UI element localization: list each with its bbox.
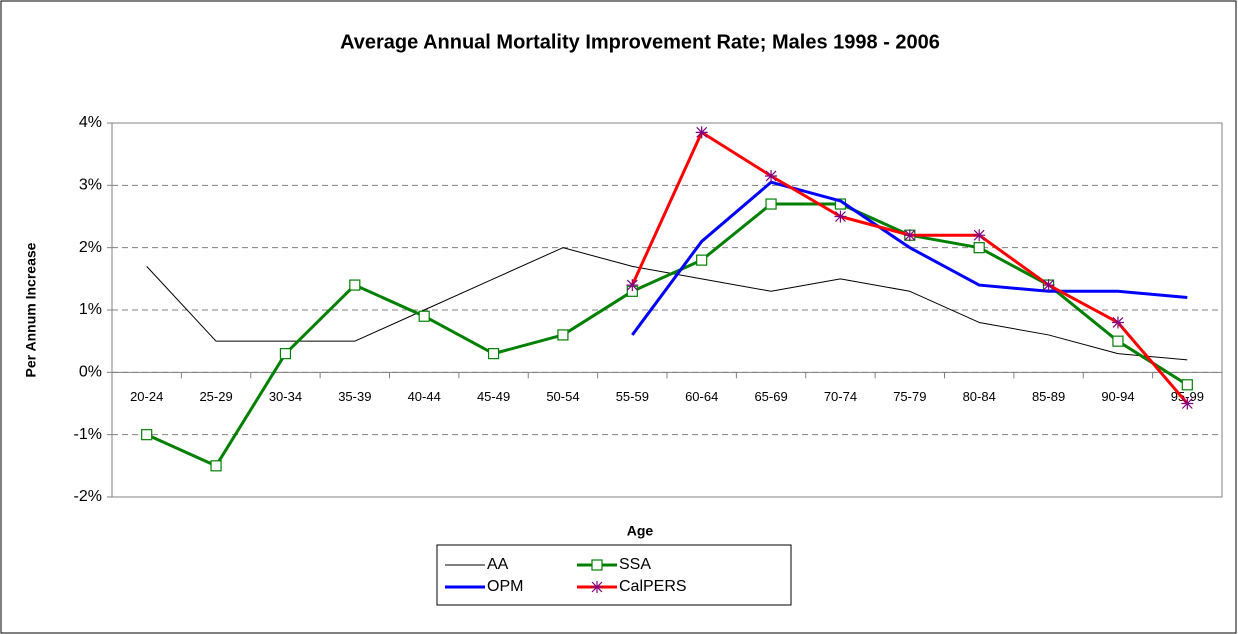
- series-line: [146, 247, 1188, 361]
- marker: [1111, 316, 1124, 329]
- marker: [1112, 335, 1124, 347]
- x-tick-label: 30-34: [269, 389, 302, 404]
- chart-title: Average Annual Mortality Improvement Rat…: [340, 31, 940, 53]
- x-tick-label: 60-64: [685, 389, 718, 404]
- x-tick-label: 40-44: [408, 389, 441, 404]
- y-tick-label: -1%: [74, 426, 102, 443]
- marker: [591, 559, 603, 571]
- series-line: [631, 180, 1188, 336]
- x-tick-label: 55-59: [616, 389, 649, 404]
- marker: [765, 169, 778, 182]
- marker: [903, 229, 916, 242]
- legend-label: AA: [487, 556, 509, 573]
- legend-label: SSA: [619, 556, 651, 573]
- marker: [973, 229, 986, 242]
- marker: [141, 429, 153, 441]
- y-axis-label: Per Annum Increase: [23, 242, 39, 377]
- x-tick-label: 20-24: [130, 389, 163, 404]
- x-tick-label: 70-74: [824, 389, 857, 404]
- marker: [210, 460, 222, 472]
- legend-label: CalPERS: [619, 578, 687, 595]
- marker: [626, 279, 639, 292]
- marker: [696, 254, 708, 266]
- marker: [279, 348, 292, 360]
- marker: [1181, 379, 1193, 391]
- x-tick-label: 75-79: [893, 389, 926, 404]
- series-line: [146, 202, 1189, 468]
- marker: [591, 581, 603, 593]
- marker: [1042, 279, 1055, 292]
- marker: [418, 310, 430, 322]
- marker: [487, 348, 500, 360]
- y-tick-label: 0%: [79, 364, 102, 381]
- x-tick-label: 85-89: [1032, 389, 1065, 404]
- x-tick-label: 90-94: [1101, 389, 1134, 404]
- marker: [557, 329, 569, 341]
- y-tick-label: 4%: [79, 114, 102, 131]
- marker: [695, 126, 708, 139]
- x-tick-label: 65-69: [754, 389, 787, 404]
- x-tick-label: 50-54: [546, 389, 579, 404]
- marker: [1181, 397, 1194, 410]
- marker: [973, 242, 985, 254]
- x-tick-label: 80-84: [963, 389, 996, 404]
- marker: [834, 210, 847, 223]
- y-tick-label: 3%: [79, 177, 102, 194]
- y-tick-label: -2%: [74, 488, 102, 505]
- y-tick-label: 2%: [79, 239, 102, 256]
- legend: [436, 544, 792, 606]
- x-axis-label: Age: [627, 523, 654, 539]
- y-tick-label: 1%: [79, 301, 102, 318]
- marker: [349, 279, 361, 291]
- marker: [765, 198, 777, 210]
- x-tick-label: 45-49: [477, 389, 510, 404]
- x-tick-label: 35-39: [338, 389, 371, 404]
- legend-label: OPM: [487, 578, 523, 595]
- x-tick-label: 25-29: [199, 389, 232, 404]
